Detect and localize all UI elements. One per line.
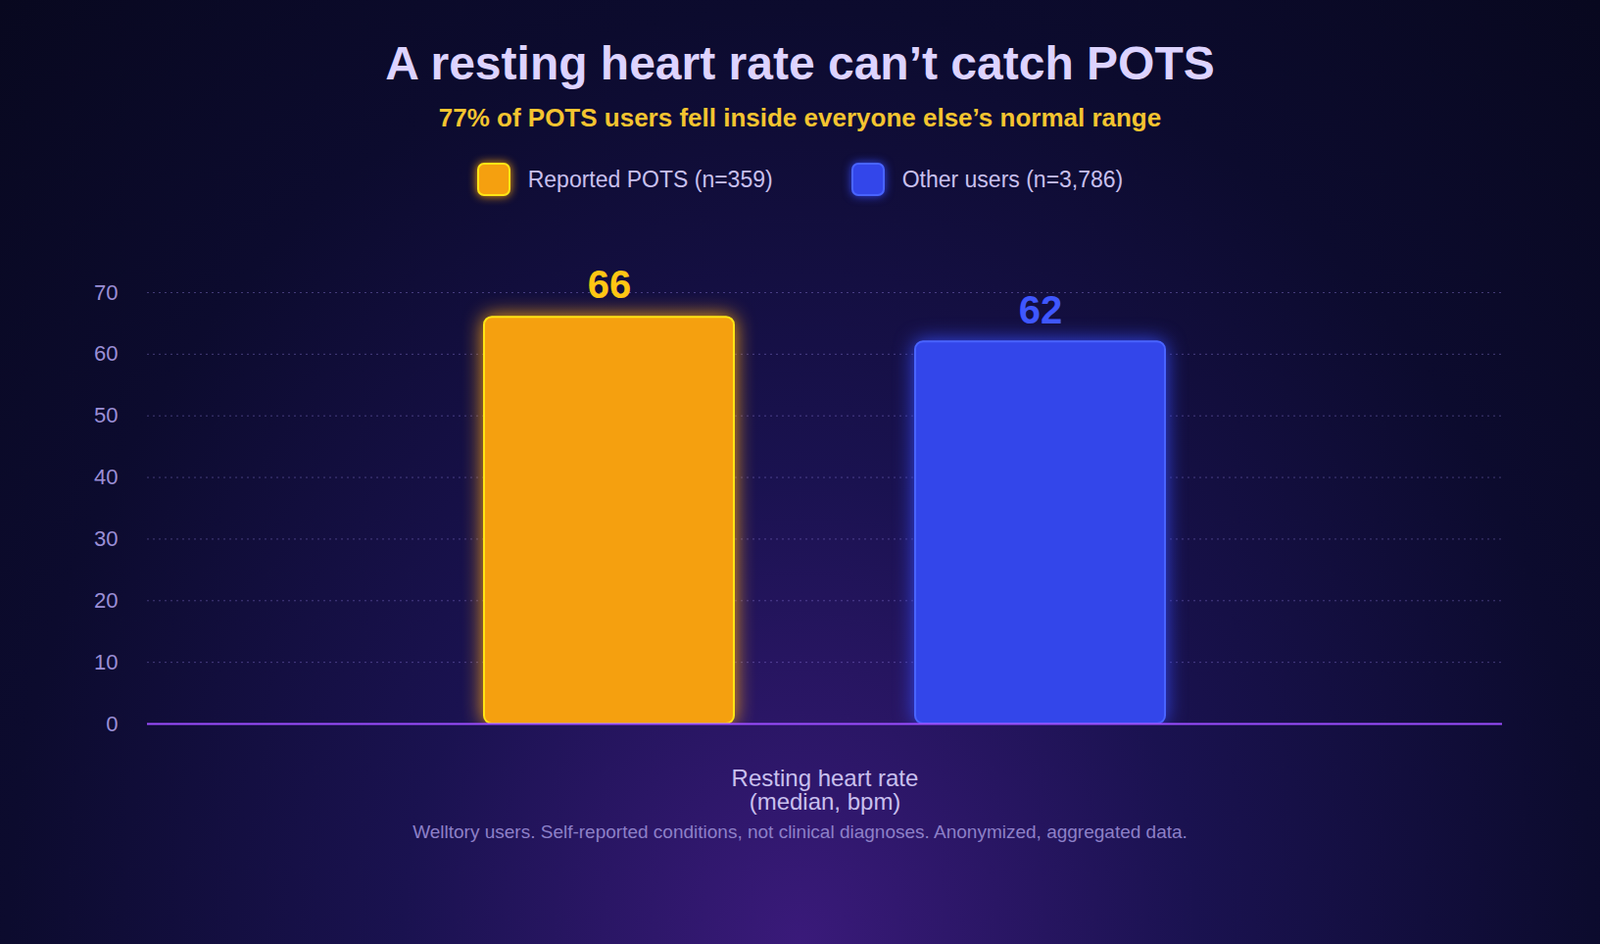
- svg-text:30: 30: [94, 526, 118, 551]
- svg-text:0: 0: [105, 711, 118, 736]
- html-text:A resting heart rate can’t cat: A resting heart rate can’t catch POTS: [385, 37, 1215, 90]
- svg-text:70: 70: [94, 280, 118, 305]
- svg-text:40: 40: [94, 464, 118, 489]
- svg-text:66: 66: [587, 262, 632, 306]
- html-text:Reported POTS (n=359): Reported POTS (n=359): [527, 166, 773, 192]
- svg-text:62: 62: [1018, 288, 1064, 332]
- svg-text:10: 10: [94, 649, 118, 675]
- html-text:77% of POTS users fell inside: 77% of POTS users fell inside everyone e…: [438, 102, 1162, 133]
- html-text:Other users (n=3,786): Other users (n=3,786): [901, 166, 1124, 192]
- svg-text:60: 60: [94, 340, 118, 366]
- svg-text:Resting heart rate(median, bpm: Resting heart rate(median, bpm): [731, 764, 920, 815]
- html-text:Welltory users. Self-reported: Welltory users. Self-reported conditions…: [412, 821, 1188, 842]
- svg-text:20: 20: [94, 587, 118, 613]
- svg-text:50: 50: [94, 402, 118, 428]
